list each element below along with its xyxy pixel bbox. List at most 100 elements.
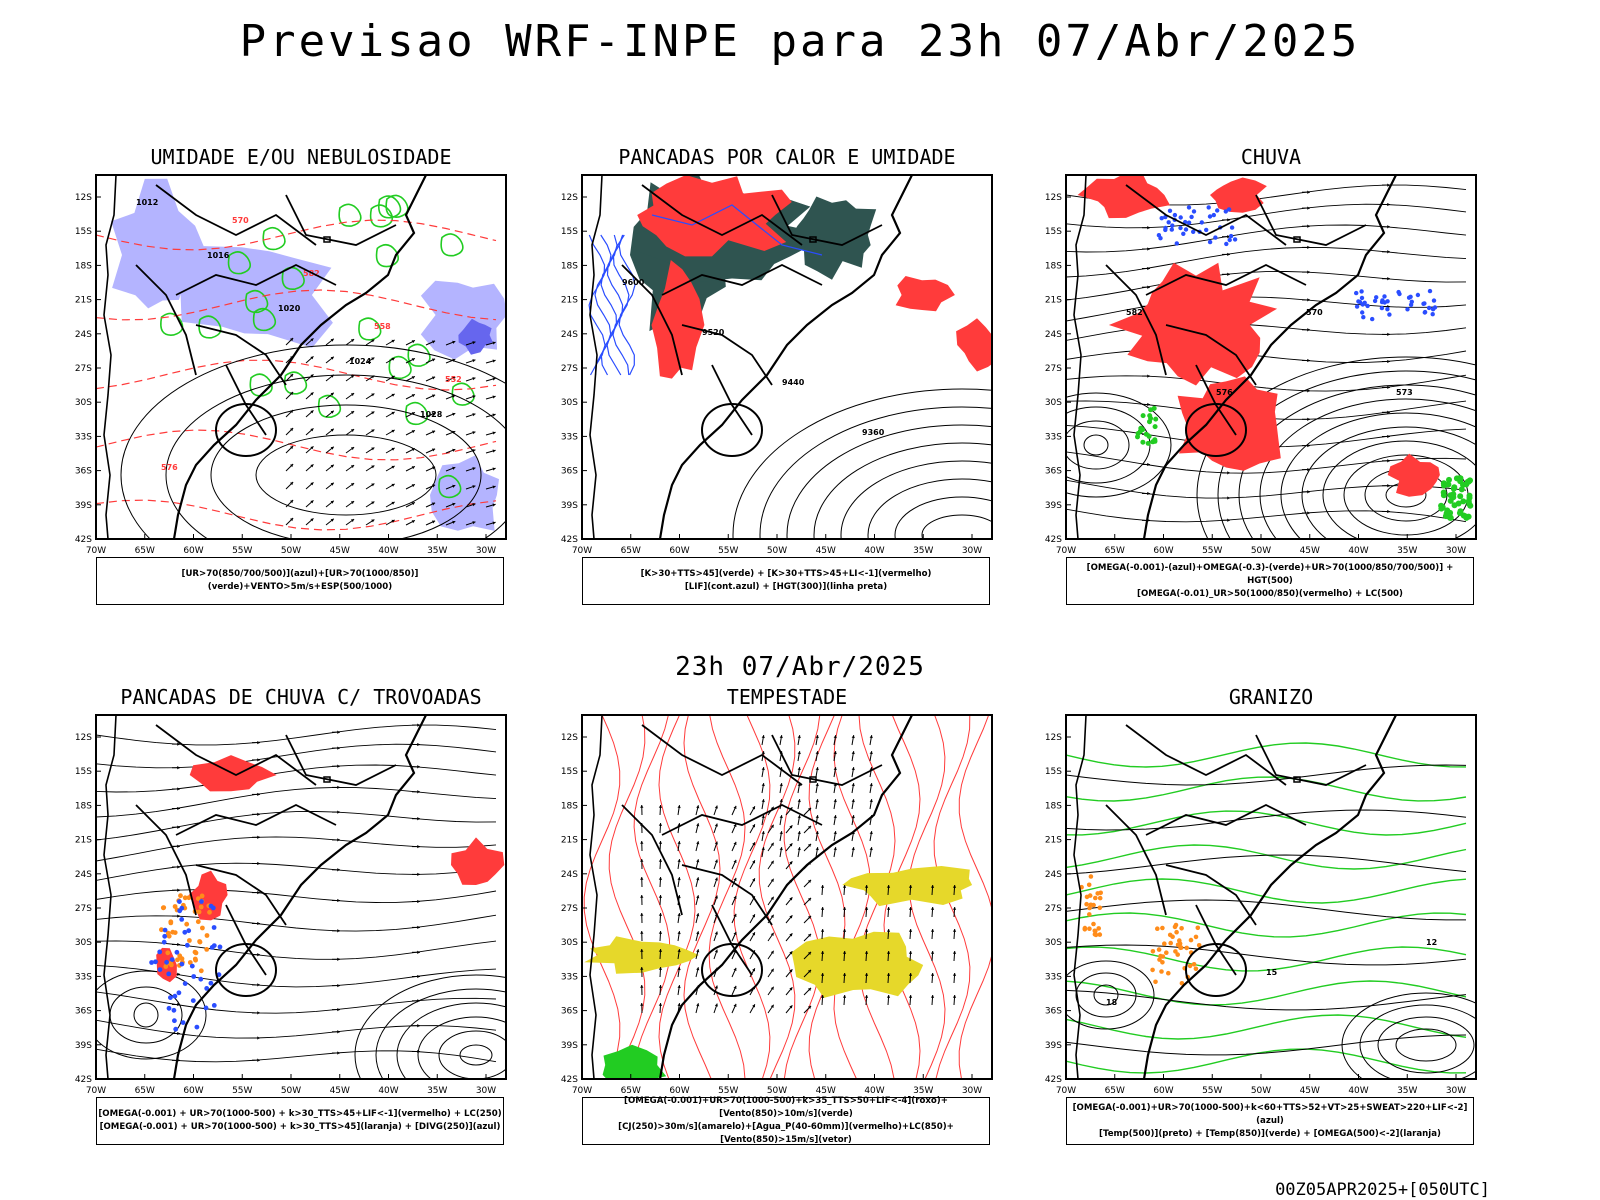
south-america-coastline (1142, 175, 1397, 539)
lc250-streamline-arrow-10-1-head (177, 972, 180, 976)
latitude-label: 24S (75, 330, 92, 340)
lc250-streamline-arrow-3-1-head (177, 806, 180, 811)
divergence-area-blue (162, 933, 168, 939)
lc250-streamline-12 (96, 1019, 497, 1039)
wind-vector-42-head (350, 501, 355, 505)
wind-vector-88-head (452, 340, 456, 344)
omega-area-green (1460, 498, 1467, 505)
state-border-0 (641, 724, 803, 786)
longitude-label: 55W (718, 1086, 738, 1096)
wind-vector-95-head (452, 466, 456, 470)
hgt300-contour-2 (867, 478, 992, 539)
latitude-label: 27S (75, 904, 92, 914)
wind-850-vector-11-head (640, 1003, 644, 1006)
wind-vector-30-head (330, 482, 334, 486)
latitude-label: 36S (561, 467, 578, 477)
temp500-low-2 (1066, 960, 1155, 1030)
omega-area-blue (1178, 225, 1183, 231)
wind-vector-97-head (452, 502, 456, 506)
latitude-label: 18S (75, 801, 92, 811)
state-border-2 (195, 864, 287, 926)
longitude-label: 65W (621, 546, 641, 556)
latitude-label: 18S (561, 261, 578, 271)
omega-area-green (1140, 413, 1146, 419)
temp500-contour-6 (1066, 1034, 1467, 1056)
wind-850-vector-92-head (770, 950, 774, 954)
pressure-isobar-2 (165, 374, 506, 539)
wind-850-vector-12-head (779, 799, 783, 803)
lc250-streamline-arrow-4-4-head (417, 817, 420, 821)
wind-850-vector-33-head (930, 951, 935, 954)
rain-area-red (1387, 453, 1440, 497)
lc250-streamline-arrow-2-3-head (337, 764, 340, 768)
omega-area-blue (1360, 310, 1365, 315)
omega-area-blue (1228, 233, 1234, 239)
lc500-streamline-5 (1066, 296, 1467, 322)
wind-vector-20-head (310, 500, 314, 504)
wind-vector-36-head (350, 393, 355, 397)
instability-lifted-area-red (956, 318, 992, 372)
wind-850-vector-31-head (815, 847, 819, 851)
lc500-streamline-arrow-4-1-head (1147, 285, 1150, 289)
andes-border (103, 175, 117, 539)
longitude-label: 30W (476, 546, 496, 556)
lc250-streamline-arrow-9-3-head (337, 957, 340, 961)
state-border-2 (681, 324, 773, 386)
pressure-isobar-0 (255, 434, 437, 516)
wind-850-vector-60-head (733, 805, 737, 810)
hgt500-low-contour-1 (1066, 420, 1130, 470)
lc250-streamline-arrow-1-1-head (177, 766, 180, 770)
state-border-4 (135, 804, 197, 916)
omega500-area-orange (1091, 921, 1096, 927)
latitude-label: 30S (1045, 398, 1062, 408)
wind-850-vector-78-head (752, 914, 755, 918)
wind-vector-14-head (310, 392, 314, 396)
thickness-contour-3 (96, 429, 497, 461)
divergence-area-blue (194, 1024, 200, 1030)
uruguay-border (1185, 403, 1247, 457)
wind-vector-7-head (290, 464, 294, 468)
state-border-4 (135, 264, 197, 376)
omega-area-blue (1426, 305, 1432, 311)
wind-850-vector-50-head (714, 841, 718, 845)
omega-area-blue (1204, 227, 1209, 233)
latitude-label: 15S (75, 767, 92, 777)
wind-vector-109-head (472, 521, 476, 525)
wind-vector-35-head (350, 375, 355, 379)
wind-vector-74-head (411, 484, 415, 488)
wind-vector-21-head (310, 518, 314, 522)
longitude-label: 50W (281, 546, 301, 556)
omega-area-green (1458, 486, 1465, 493)
latitude-label: 42S (561, 535, 578, 545)
lc250-streamline-arrow-9-2-head (257, 953, 260, 957)
omega500-area-orange (1087, 893, 1093, 898)
omega-area-blue (1357, 299, 1363, 305)
omega500-area-orange (1150, 967, 1155, 973)
wind-850-vector-41-head (952, 995, 957, 998)
forecast-map-panel: 960095209440936012S15S18S21S24S27S30S33S… (561, 174, 993, 556)
wind-vector-90-head (452, 376, 456, 380)
omega-area-blue (1163, 227, 1168, 233)
omega500-area-orange (1196, 943, 1202, 948)
wind-850-vector-19-head (886, 907, 891, 910)
wind-850-vector-34-head (677, 985, 681, 989)
divergence-area-blue (211, 925, 217, 930)
omega-area-blue (1387, 312, 1392, 317)
lc250-streamline-arrow-10-4-head (417, 974, 420, 979)
wind-850-vector-12-head (658, 805, 663, 808)
omega500-area-orange (1160, 925, 1165, 931)
omega-area-blue (1170, 223, 1175, 228)
divergence-area-blue (184, 942, 190, 948)
south-america-coastline (1142, 715, 1397, 1079)
wind-850-vector-7-head (640, 931, 644, 934)
low-level-humidity-contour (451, 382, 475, 406)
longitude-label: 65W (1105, 546, 1125, 556)
wind-850-vector-4-head (820, 973, 825, 976)
state-border-1 (1145, 803, 1307, 836)
lc250-streamline-arrow-5-3-head (337, 838, 340, 842)
rain-area-red (1210, 177, 1267, 213)
hgt300-contour-0 (921, 514, 992, 539)
latitude-label: 27S (75, 364, 92, 374)
latitude-label: 21S (561, 296, 578, 306)
wind-vector-29-head (330, 464, 334, 468)
